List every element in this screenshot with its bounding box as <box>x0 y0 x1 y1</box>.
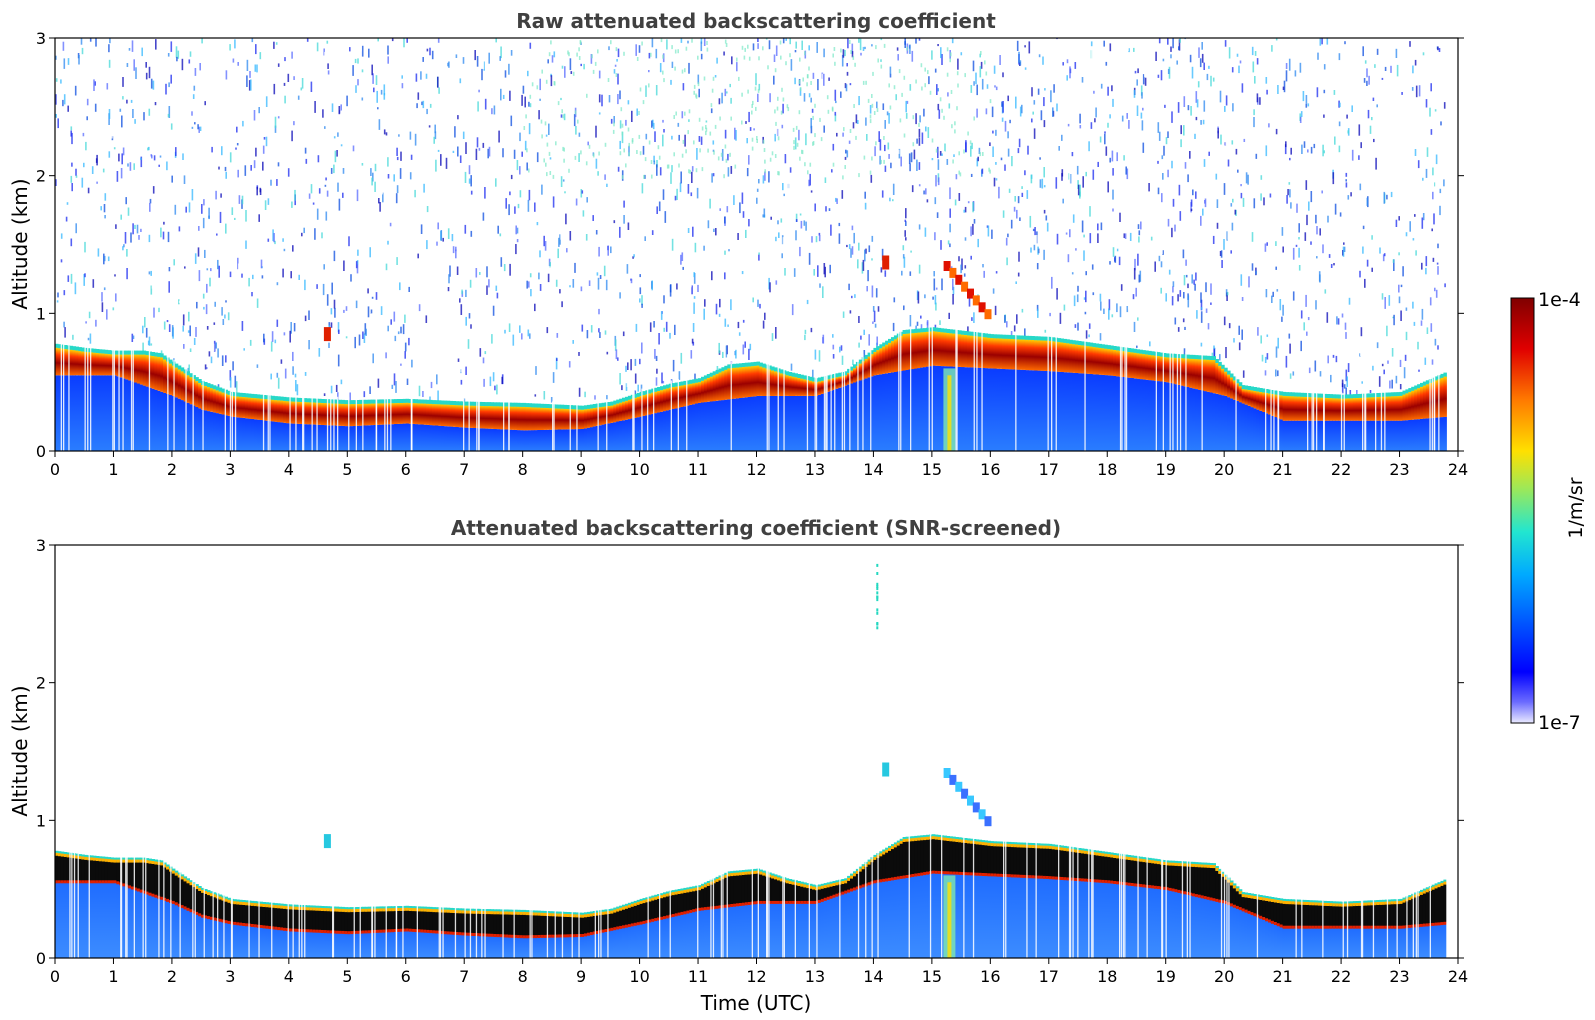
x-tick-label: 12 <box>746 967 766 986</box>
screened-panel-title: Attenuated backscattering coefficient (S… <box>451 516 1061 540</box>
x-tick-label: 21 <box>1272 967 1292 986</box>
x-tick-label: 11 <box>688 967 708 986</box>
x-tick-label: 9 <box>576 460 586 479</box>
screened-axes: 0 1 2 3 4 5 6 7 8 9 10 11 12 13 14 15 16 17 18 19 20 21 22 23 24… <box>36 536 1468 986</box>
x-tick-label: 19 <box>1156 460 1176 479</box>
y-tick-label: 0 <box>36 442 46 461</box>
x-tick-label: 16 <box>980 967 1000 986</box>
x-tick-label: 5 <box>342 460 352 479</box>
x-tick-label: 4 <box>284 967 294 986</box>
x-tick-label: 1 <box>108 967 118 986</box>
x-tick-label: 7 <box>459 460 469 479</box>
x-tick-label: 0 <box>50 460 60 479</box>
x-tick-label: 16 <box>980 460 1000 479</box>
x-tick-label: 2 <box>167 967 177 986</box>
colorbar-unit-label: 1/m/sr <box>1565 477 1587 538</box>
x-tick-label: 22 <box>1331 967 1351 986</box>
x-tick-label: 2 <box>167 460 177 479</box>
x-axis-label: Time (UTC) <box>700 991 812 1015</box>
x-tick-label: 11 <box>688 460 708 479</box>
x-tick-label: 20 <box>1214 967 1234 986</box>
y-tick-label: 2 <box>36 167 46 186</box>
x-tick-label: 8 <box>518 967 528 986</box>
screened-heatmap <box>55 545 1458 958</box>
raw-axes: 0 1 2 3 4 5 6 7 8 9 10 11 12 13 14 15 16 17 18 19 20 21 22 23 24… <box>36 29 1468 479</box>
x-tick-label: 10 <box>629 460 649 479</box>
x-tick-label: 15 <box>922 460 942 479</box>
x-tick-label: 20 <box>1214 460 1234 479</box>
x-tick-label: 15 <box>922 967 942 986</box>
x-tick-label: 13 <box>805 460 825 479</box>
x-tick-label: 14 <box>863 460 883 479</box>
y-tick-label: 0 <box>36 949 46 968</box>
raw-panel-title: Raw attenuated backscattering coefficien… <box>516 9 996 33</box>
colorbar-max-label: 1e-4 <box>1538 289 1581 311</box>
x-tick-label: 3 <box>225 967 235 986</box>
raw-y-axis-label: Altitude (km) <box>8 178 32 309</box>
screened-panel: Attenuated backscattering coefficient (S… <box>8 516 1468 1015</box>
x-tick-label: 7 <box>459 967 469 986</box>
screened-aerosol-layers <box>55 563 1448 958</box>
x-tick-label: 17 <box>1039 460 1059 479</box>
x-tick-label: 14 <box>863 967 883 986</box>
raw-panel: Raw attenuated backscattering coefficien… <box>8 9 1468 479</box>
y-tick-label: 1 <box>36 304 46 323</box>
x-tick-label: 19 <box>1156 967 1176 986</box>
screened-y-axis-label: Altitude (km) <box>8 685 32 816</box>
y-tick-label: 3 <box>36 536 46 555</box>
x-tick-label: 3 <box>225 460 235 479</box>
x-tick-label: 24 <box>1448 967 1468 986</box>
x-tick-label: 6 <box>401 967 411 986</box>
y-tick-label: 1 <box>36 811 46 830</box>
x-tick-label: 22 <box>1331 460 1351 479</box>
x-tick-label: 8 <box>518 460 528 479</box>
x-tick-label: 1 <box>108 460 118 479</box>
x-tick-label: 18 <box>1097 967 1117 986</box>
x-tick-label: 12 <box>746 460 766 479</box>
y-tick-label: 3 <box>36 29 46 48</box>
x-tick-label: 17 <box>1039 967 1059 986</box>
x-tick-label: 9 <box>576 967 586 986</box>
x-tick-label: 24 <box>1448 460 1468 479</box>
colorbar: 1e-4 1e-7 1/m/sr <box>1510 289 1587 734</box>
raw-noise-speckle <box>55 38 1448 405</box>
x-tick-label: 13 <box>805 967 825 986</box>
x-tick-label: 5 <box>342 967 352 986</box>
x-tick-label: 0 <box>50 967 60 986</box>
x-tick-label: 23 <box>1389 967 1409 986</box>
x-tick-label: 10 <box>629 967 649 986</box>
x-tick-label: 6 <box>401 460 411 479</box>
raw-heatmap <box>55 38 1458 451</box>
x-tick-label: 4 <box>284 460 294 479</box>
colorbar-min-label: 1e-7 <box>1538 712 1581 734</box>
raw-aerosol-layers <box>55 255 1447 451</box>
x-tick-label: 18 <box>1097 460 1117 479</box>
y-tick-label: 2 <box>36 674 46 693</box>
x-tick-label: 23 <box>1389 460 1409 479</box>
x-tick-label: 21 <box>1272 460 1292 479</box>
colorbar-gradient <box>1510 297 1535 724</box>
